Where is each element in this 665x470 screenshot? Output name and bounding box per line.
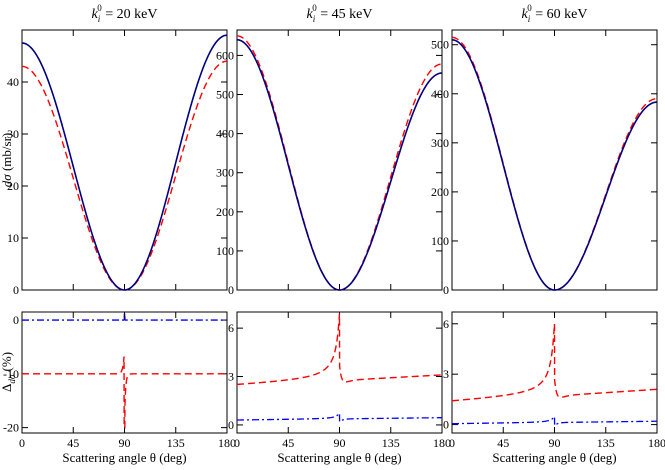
panel-3-xtick-label: 45 <box>497 436 509 450</box>
panel-2-top-ytick-label: 0 <box>228 283 234 297</box>
panel-3-xtick-label: 0 <box>449 436 455 450</box>
panel-1-title: ki0 = 20 keV <box>92 3 158 24</box>
panel-1-xlabel: Scattering angle θ (deg) <box>62 450 186 465</box>
panel-3-bottom-ytick-label: 6 <box>443 317 449 331</box>
panel-1-xtick-label: 180 <box>218 436 236 450</box>
panel-2-top-frame <box>236 29 443 291</box>
panel-3-title: ki0 = 60 keV <box>522 3 588 24</box>
panel-1-top-ytick-label: 10 <box>7 231 19 245</box>
panel-2-top-ytick-label: 500 <box>216 88 234 102</box>
panel-3-xtick-label: 135 <box>597 436 615 450</box>
panel-1-top-ytick-label: 40 <box>7 75 19 89</box>
panel-2-bottom-blue-curve <box>236 411 443 423</box>
panel-2-xtick-label: 180 <box>433 436 451 450</box>
panel-1-top-ytick-label: 20 <box>7 179 19 193</box>
panel-3-top-ytick-label: 300 <box>431 136 449 150</box>
panel-1-xtick-label: 0 <box>19 436 25 450</box>
panel-2-top-ytick-label: 300 <box>216 166 234 180</box>
top-ylabel: dσ (mb/sr) <box>0 133 14 187</box>
panel-3-top-ytick-label: 400 <box>431 87 449 101</box>
panel-3-top-ytick-label: 500 <box>431 38 449 52</box>
panel-1-bottom-ytick-label: -20 <box>3 421 19 435</box>
panel-3-top-exact-curve <box>451 39 658 291</box>
panel-1-xtick-label: 90 <box>119 436 131 450</box>
panel-1-top-ytick-label: 30 <box>7 127 19 141</box>
panel-2-top-ytick-label: 400 <box>216 127 234 141</box>
panel-2-top-exact-curve <box>236 38 443 291</box>
panel-3-top-frame <box>451 29 658 291</box>
panel-3-bottom-red-curve <box>451 323 658 402</box>
panel-3-bottom-ytick-label: 3 <box>443 367 449 381</box>
panel-2-xtick-label: 90 <box>334 436 346 450</box>
panel-3-bottom-blue-curve <box>451 415 658 427</box>
panel-3-top-approx-curve <box>451 36 658 291</box>
panel-3-top-ytick-label: 0 <box>443 283 449 297</box>
panel-2-top-ytick-label: 600 <box>216 48 234 62</box>
panel-2-bottom-ytick-label: 6 <box>228 321 234 335</box>
panel-2-top-ytick-label: 100 <box>216 244 234 258</box>
panel-1-bottom-ytick-label: -10 <box>3 367 19 381</box>
panel-1-bottom-ytick-label: 0 <box>13 313 19 327</box>
panel-2-bottom-ytick-label: 3 <box>228 370 234 384</box>
panel-2-xtick-label: 135 <box>382 436 400 450</box>
panel-3-xtick-label: 180 <box>648 436 665 450</box>
panel-2-xlabel: Scattering angle θ (deg) <box>277 450 401 465</box>
panel-3-xtick-label: 90 <box>549 436 561 450</box>
bottom-ylabel: Δdσ (%) <box>0 352 17 392</box>
panel-2-bottom-red-curve <box>236 313 443 386</box>
panel-1-top-exact-curve <box>21 34 228 291</box>
panel-3-xlabel: Scattering angle θ (deg) <box>492 450 616 465</box>
panel-2-title: ki0 = 45 keV <box>307 3 373 24</box>
panel-1-xtick-label: 45 <box>67 436 79 450</box>
panel-3-top-ytick-label: 100 <box>431 234 449 248</box>
panel-3-top-ytick-label: 200 <box>431 185 449 199</box>
panel-2-xtick-label: 0 <box>234 436 240 450</box>
panel-2-top-approx-curve <box>236 35 443 291</box>
panel-3-bottom-ytick-label: 0 <box>443 418 449 432</box>
panel-2-xtick-label: 45 <box>282 436 294 450</box>
panel-1-top-ytick-label: 0 <box>13 283 19 297</box>
panel-1-top-frame <box>21 29 228 291</box>
panel-1-xtick-label: 135 <box>167 436 185 450</box>
panel-2-bottom-ytick-label: 0 <box>228 418 234 432</box>
panel-2-top-ytick-label: 200 <box>216 205 234 219</box>
panel-1-bottom-red-curve <box>22 356 227 429</box>
